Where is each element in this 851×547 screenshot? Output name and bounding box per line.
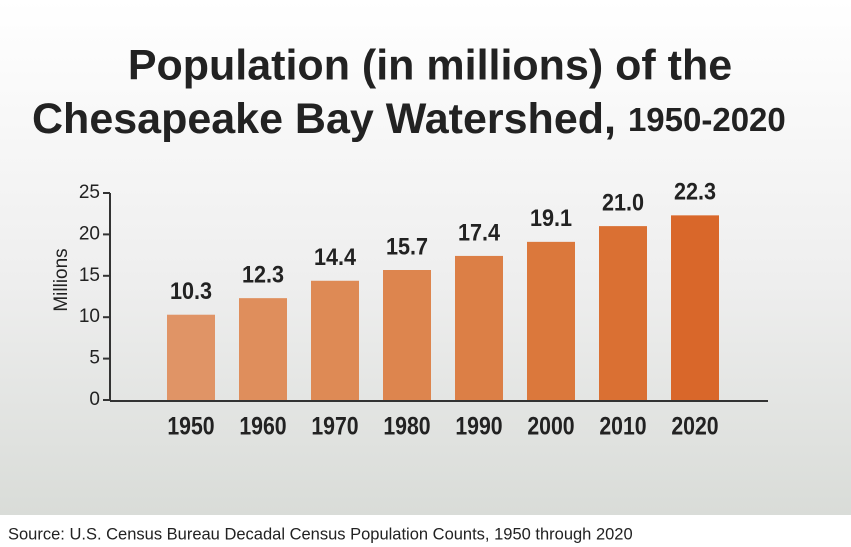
value-label: 22.3 [674,178,716,205]
x-tick-label: 1990 [455,412,502,440]
value-label: 15.7 [386,232,428,259]
bar [599,226,647,400]
x-tick-label: 2000 [527,412,574,440]
bar [167,315,215,400]
bar [671,215,719,400]
x-tick-label: 1950 [167,412,214,440]
y-tick-label: 15 [79,265,100,286]
chart: Population (in millions) of the Chesapea… [0,0,851,547]
value-label: 10.3 [170,277,212,304]
x-tick-label: 2020 [671,412,718,440]
value-label: 14.4 [314,243,356,270]
x-tick-label: 1980 [383,412,430,440]
y-tick-label: 0 [89,389,100,410]
page: Population (in millions) of the Chesapea… [0,0,851,547]
bar [311,281,359,400]
bar [239,298,287,400]
x-tick-label: 1970 [311,412,358,440]
value-label: 12.3 [242,260,284,287]
value-label: 17.4 [458,218,500,245]
bar [383,270,431,400]
y-tick-label: 10 [79,306,100,327]
chart-title-line: Chesapeake Bay Watershed, [32,95,616,143]
x-tick-label: 1960 [239,412,286,440]
bar [455,256,503,400]
source-note: Source: U.S. Census Bureau Decadal Censu… [8,525,633,543]
y-tick-label: 25 [79,182,100,203]
chart-title: Population (in millions) of the [128,41,732,89]
chart-subtitle: 1950-2020 [628,101,786,138]
y-axis-label: Millions [51,248,72,311]
x-tick-label: 2010 [599,412,646,440]
bar [527,242,575,400]
y-tick-label: 20 [79,223,100,244]
value-label: 19.1 [530,204,572,231]
value-label: 21.0 [602,188,644,215]
y-tick-label: 5 [89,348,100,369]
chart-title: Chesapeake Bay Watershed, 1950-2020 [32,95,786,143]
